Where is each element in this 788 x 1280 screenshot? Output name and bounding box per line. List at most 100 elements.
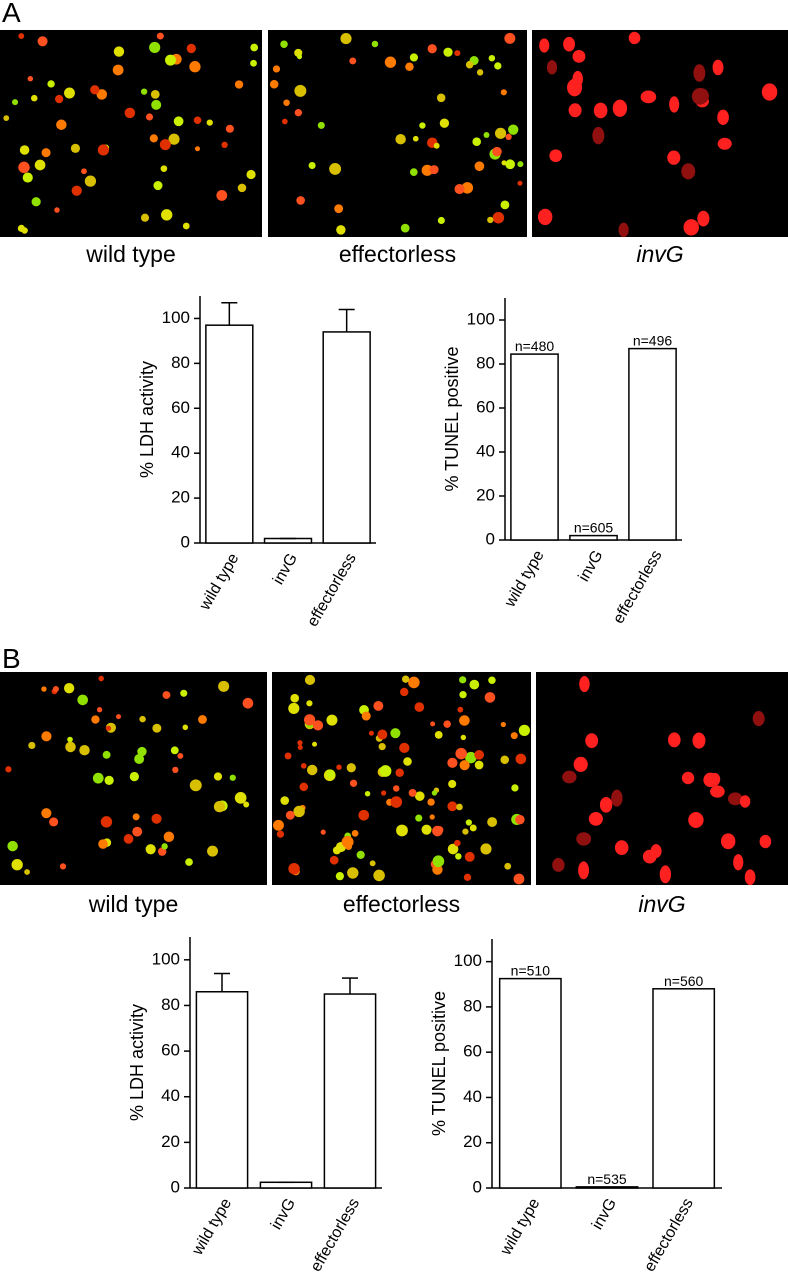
cell bbox=[18, 161, 30, 174]
cell bbox=[474, 161, 485, 172]
cell bbox=[297, 54, 303, 60]
cell bbox=[97, 144, 109, 156]
cell bbox=[368, 730, 374, 736]
cell bbox=[433, 142, 440, 149]
cell bbox=[150, 89, 160, 99]
cell bbox=[469, 824, 477, 832]
cell bbox=[180, 689, 188, 697]
x-tick-label: invG bbox=[270, 551, 301, 588]
image-caption: effectorless bbox=[343, 891, 460, 917]
cell bbox=[304, 714, 316, 726]
cell bbox=[79, 744, 90, 756]
cell bbox=[242, 697, 254, 709]
cell bbox=[182, 222, 190, 230]
cell bbox=[390, 796, 403, 808]
cell bbox=[474, 749, 485, 760]
cell bbox=[436, 93, 446, 103]
x-tick-label: wild type bbox=[189, 1196, 235, 1259]
cell bbox=[320, 829, 326, 835]
cell bbox=[518, 724, 530, 736]
cell bbox=[432, 864, 443, 875]
cell bbox=[572, 70, 583, 88]
cell bbox=[517, 180, 523, 186]
cell bbox=[492, 146, 502, 157]
cell bbox=[207, 845, 219, 857]
micrograph bbox=[272, 672, 531, 885]
x-tick-label: wild type bbox=[497, 1196, 543, 1259]
cell bbox=[92, 772, 104, 784]
cell bbox=[326, 769, 336, 779]
cell bbox=[18, 33, 25, 40]
cell bbox=[400, 687, 409, 697]
cell bbox=[712, 59, 724, 76]
cell bbox=[599, 796, 613, 813]
bar bbox=[652, 988, 716, 1189]
cell bbox=[41, 731, 52, 742]
cell bbox=[326, 714, 338, 726]
cell bbox=[377, 729, 388, 740]
error-bar bbox=[214, 972, 230, 992]
y-axis-label: % TUNEL positive bbox=[442, 346, 462, 491]
cell bbox=[488, 54, 496, 62]
cell bbox=[459, 676, 467, 684]
cell bbox=[573, 756, 588, 772]
cell bbox=[349, 57, 357, 65]
cell bbox=[483, 132, 490, 138]
cell bbox=[572, 50, 586, 63]
cell bbox=[432, 855, 445, 868]
cell bbox=[30, 94, 38, 102]
cell bbox=[349, 779, 358, 787]
cell bbox=[116, 714, 122, 720]
cell bbox=[373, 700, 384, 711]
cell bbox=[336, 225, 346, 235]
bar bbox=[259, 1181, 313, 1189]
cell bbox=[505, 159, 516, 170]
cell bbox=[84, 175, 97, 187]
cell bbox=[11, 859, 23, 871]
cell bbox=[549, 149, 563, 163]
cell bbox=[474, 760, 484, 770]
cell bbox=[697, 210, 710, 227]
cell bbox=[151, 813, 162, 824]
cell bbox=[563, 36, 576, 52]
cell bbox=[463, 873, 472, 881]
cell bbox=[692, 732, 706, 749]
y-tick-label: 80 bbox=[161, 995, 180, 1014]
cell bbox=[539, 38, 550, 53]
cell bbox=[137, 746, 147, 757]
bar-annotation: n=535 bbox=[587, 1171, 627, 1187]
cell bbox=[336, 764, 342, 770]
y-tick-label: 40 bbox=[161, 1086, 180, 1105]
cell bbox=[162, 691, 171, 699]
cell bbox=[459, 715, 470, 726]
cell bbox=[237, 183, 247, 193]
y-tick-label: 60 bbox=[476, 397, 495, 416]
cell bbox=[77, 694, 88, 706]
cell bbox=[102, 750, 111, 759]
cell bbox=[434, 730, 443, 739]
cell bbox=[396, 824, 408, 837]
cell bbox=[276, 830, 285, 838]
cell bbox=[505, 133, 512, 141]
cell bbox=[47, 80, 55, 88]
cell bbox=[145, 113, 154, 121]
cell bbox=[510, 732, 518, 740]
cell bbox=[65, 741, 76, 753]
cell bbox=[759, 834, 772, 849]
cell bbox=[299, 782, 309, 792]
cell bbox=[170, 746, 179, 755]
cell bbox=[156, 32, 164, 40]
error-bar bbox=[342, 977, 358, 995]
cell bbox=[168, 133, 180, 145]
cell bbox=[454, 184, 465, 195]
cell bbox=[17, 224, 25, 232]
cell bbox=[409, 53, 419, 62]
cell bbox=[31, 197, 41, 207]
cell bbox=[511, 784, 519, 792]
cell bbox=[361, 711, 371, 721]
bar-annotation: n=510 bbox=[511, 963, 551, 979]
cell bbox=[145, 844, 156, 855]
y-tick-label: 60 bbox=[463, 1042, 482, 1061]
cell bbox=[562, 770, 577, 784]
